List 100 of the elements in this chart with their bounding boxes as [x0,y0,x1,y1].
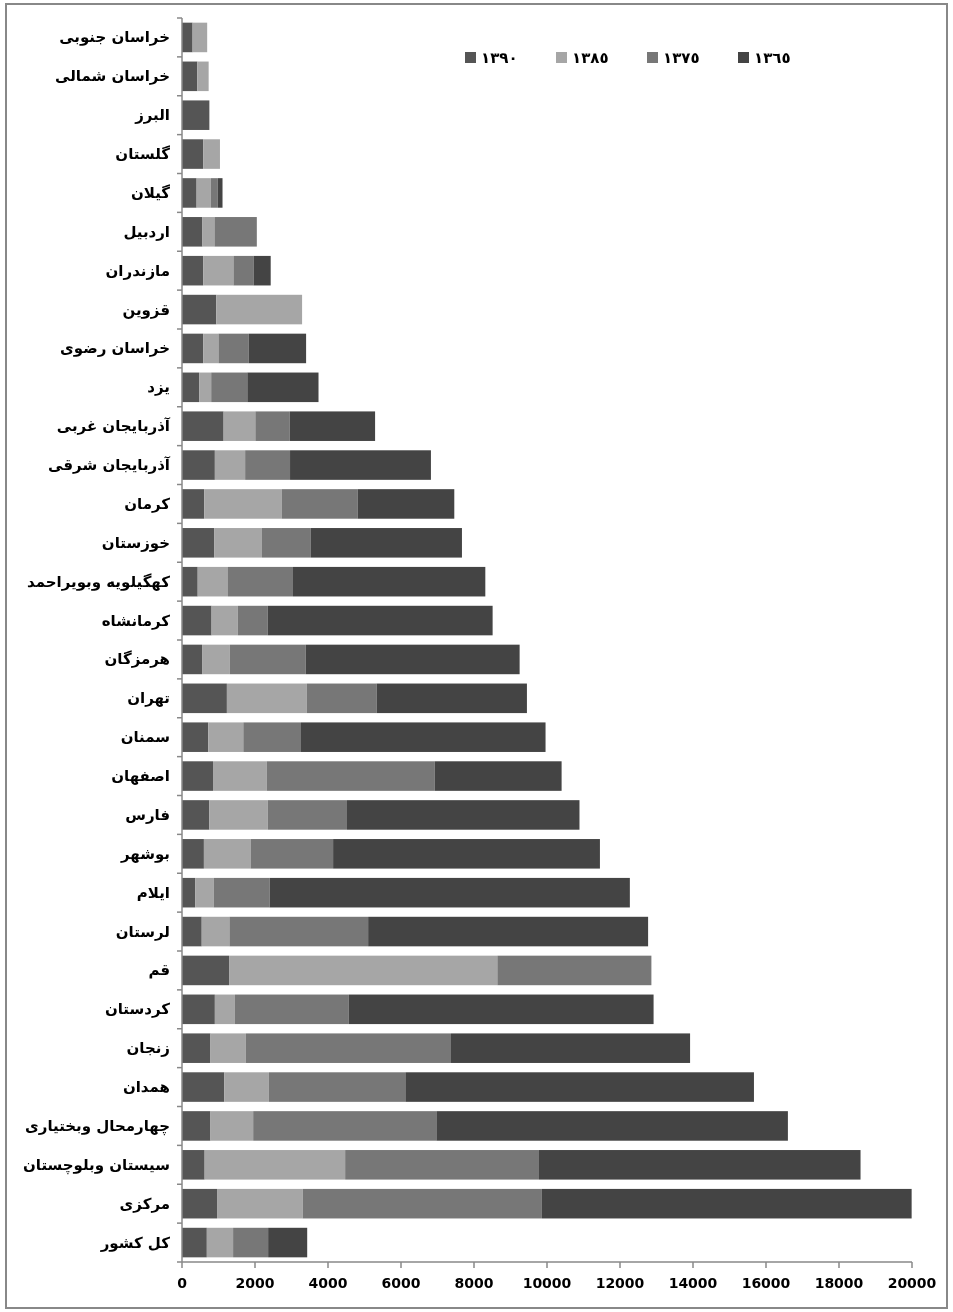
bar [203,255,234,286]
bar [214,994,235,1025]
x-tick-label: 16000 [741,1275,791,1291]
bar [182,1188,218,1219]
y-tick-label: مازندران [105,261,170,280]
bar [195,877,214,908]
bar [346,800,580,830]
y-tick-label: قم [148,961,170,980]
y-tick-label: اصفهان [111,767,170,786]
bar [243,722,301,752]
y-tick-label: البرز [134,106,170,125]
x-tick-label: 20000 [887,1275,937,1291]
bar [292,566,486,597]
x-tick-label: 12000 [595,1275,645,1291]
bar [368,916,649,947]
bar [261,528,311,558]
y-tick-label: همدان [122,1078,170,1097]
bar [197,566,228,597]
bar [182,916,202,947]
y-tick-label: خراسان رضوی [60,339,170,358]
bar [248,333,307,364]
y-tick-label: لرستان [115,922,170,941]
bar [229,644,306,675]
bar [182,605,212,636]
bar [203,139,220,169]
bar [182,255,204,286]
bar [182,800,210,830]
bar [267,605,493,636]
bar [199,372,212,403]
y-tick-label: بوشهر [119,844,170,863]
bar [227,566,293,597]
bar [182,22,193,53]
y-tick-label: کردستان [104,1000,171,1019]
bar [182,683,227,714]
bar [196,178,211,208]
bar [224,1072,269,1102]
bar [233,1227,269,1258]
bar [206,1227,234,1258]
y-tick-label: کرمان [124,494,171,513]
bar [226,683,307,714]
bar [234,994,349,1025]
bar [229,955,498,986]
bar [302,1188,542,1219]
bar [233,255,254,286]
bar [376,683,527,714]
y-tick-label: سیستان وبلوچستان [22,1155,170,1175]
bar [310,528,462,558]
bar [182,372,200,403]
bar [182,839,204,869]
bar [247,372,319,403]
bar [268,1072,406,1102]
y-tick-label: خراسان شمالی [55,67,170,86]
bar [218,333,249,364]
y-tick-label: کرمانشاه [101,611,171,630]
bar [289,411,376,441]
bar [255,411,290,441]
x-tick-label: 18000 [814,1275,864,1291]
y-tick-label: فارس [125,805,170,824]
bar [182,1150,205,1180]
bar [204,1150,346,1180]
bar [182,178,197,208]
y-tick-label: هرمزگان [104,650,170,669]
bar [541,1188,912,1219]
x-tick-label: 14000 [668,1275,718,1291]
bar [210,1111,254,1141]
bar [237,605,268,636]
bar [202,217,215,247]
bar [268,1227,308,1258]
bar [182,1072,225,1102]
bar [333,839,600,869]
y-tick-label: زنجان [126,1039,170,1058]
bar [211,372,248,403]
bar [182,955,230,986]
y-tick-label: چهارمحال وبختیاری [25,1116,170,1136]
x-tick-label: 6000 [381,1275,421,1291]
bar [197,61,209,92]
bar [208,722,244,752]
bar [182,761,214,791]
bar [182,333,204,364]
bar [434,761,562,791]
x-tick-label: 0 [177,1275,188,1291]
bar [405,1072,754,1102]
bar [201,916,230,947]
bar [214,217,257,247]
bar [348,994,654,1025]
bar [357,489,455,519]
bar [213,877,270,908]
bar [245,1033,452,1063]
bar [436,1111,788,1141]
y-tick-label: اردبیل [123,222,170,241]
bar [305,644,520,675]
bar [182,450,215,480]
bar [203,839,251,869]
bar [267,800,347,830]
bar [203,333,219,364]
y-tick-label: آذربایجان شرقی [48,456,171,475]
bar [306,683,377,714]
legend-label: ١٣٦٥ [754,49,791,67]
bar [182,294,217,325]
bar [182,1033,211,1063]
